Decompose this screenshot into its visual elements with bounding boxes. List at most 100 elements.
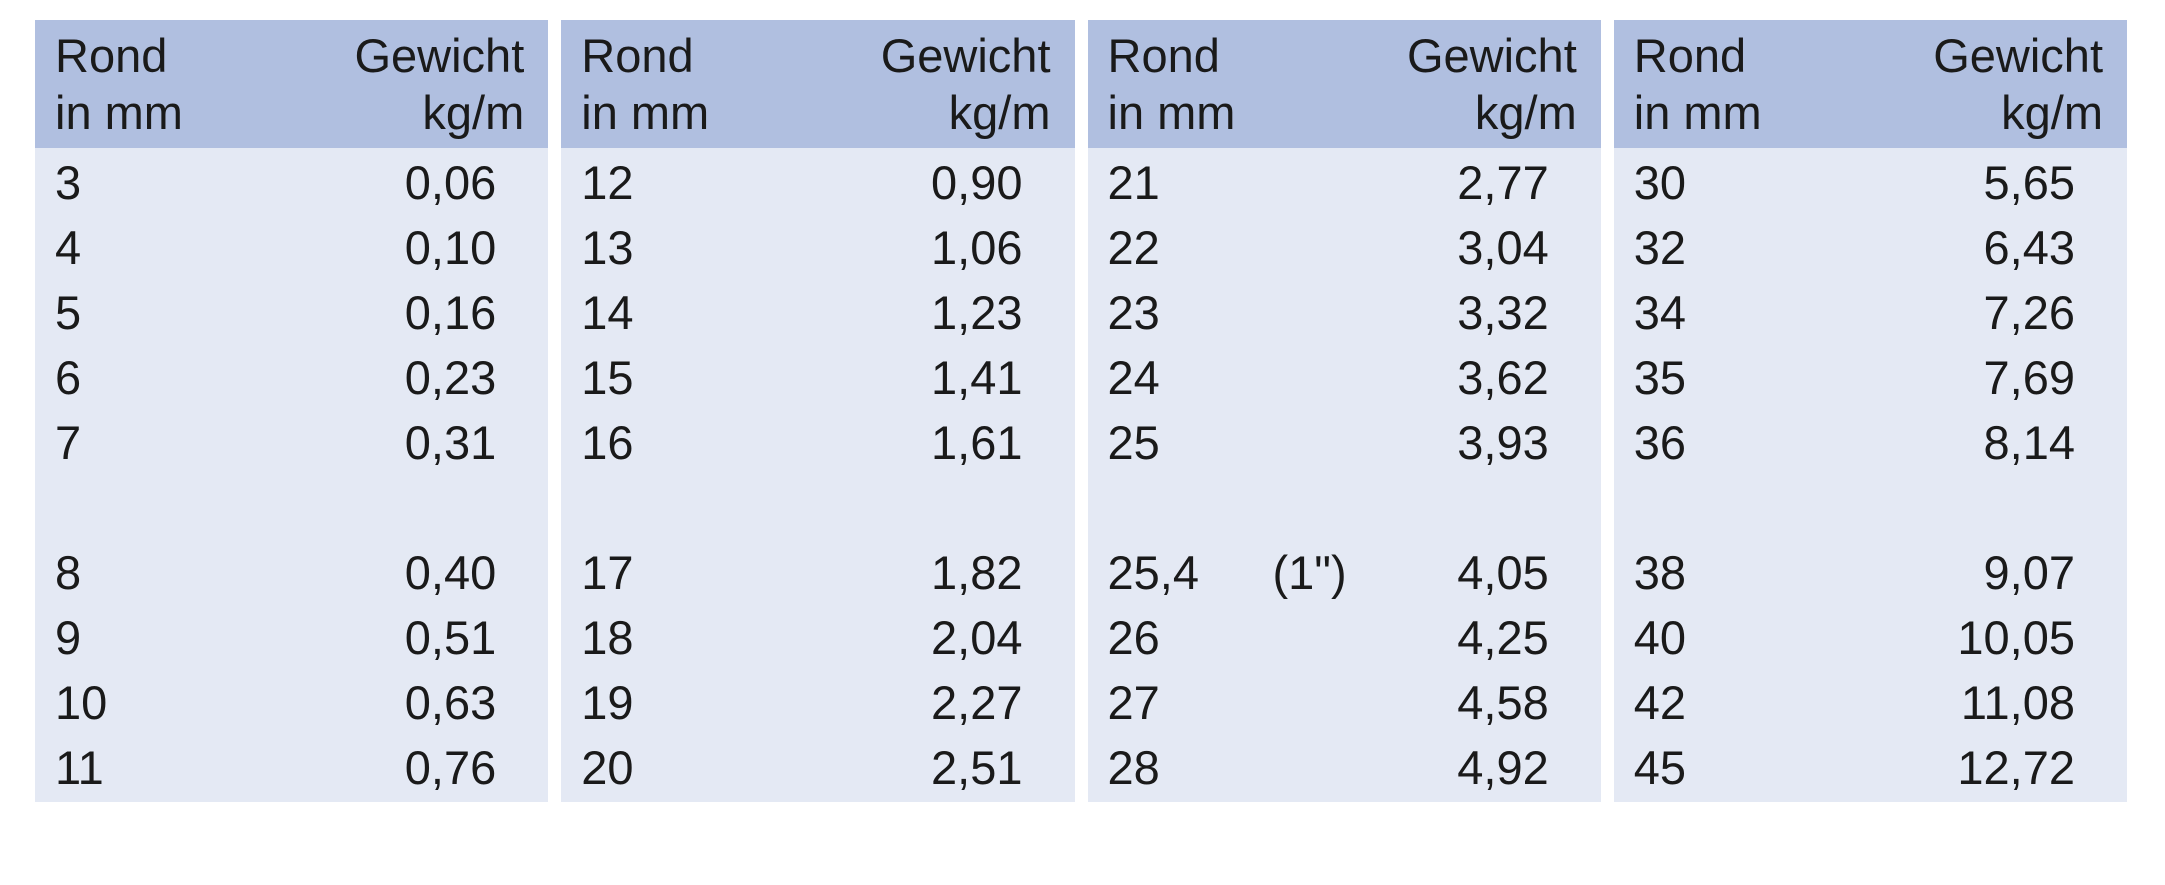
rond-value: 26	[1107, 611, 1160, 664]
gewicht-value: 4,92	[1457, 741, 1549, 794]
table-row: 11 0,76	[35, 735, 548, 800]
gewicht-value: 3,32	[1457, 286, 1549, 339]
rond-value: 35	[1633, 351, 1687, 404]
table-header: Rond in mm Gewicht kg/m	[35, 20, 549, 148]
header-rond: Rond in mm	[1614, 27, 1762, 141]
table-column-group-4: Rond in mm Gewicht kg/m 30 5,65 32 6,43 34 7,…	[1613, 20, 2127, 802]
rond-value: 6	[55, 351, 82, 404]
round-bar-weight-table: Rond in mm Gewicht kg/m 3 0,06 4 0,10 5 0,16 6…	[35, 20, 2127, 802]
header-rond-line1: Rond	[581, 29, 694, 82]
rond-value: 38	[1633, 546, 1687, 599]
table-row: 4 0,10	[35, 215, 548, 280]
rond-value: 32	[1633, 221, 1687, 274]
gewicht-value: 0,76	[404, 741, 497, 794]
gewicht-value: 2,51	[931, 741, 1023, 794]
gewicht-value: 0,63	[404, 676, 497, 729]
gewicht-value: 2,77	[1457, 156, 1549, 209]
gewicht-value: 1,23	[931, 286, 1023, 339]
rond-value: 23	[1107, 286, 1160, 339]
table-row: 18 2,04	[561, 605, 1074, 670]
table-row: 14 1,23	[561, 280, 1074, 345]
rond-value: 22	[1107, 221, 1160, 274]
table-row: 13 1,06	[561, 215, 1074, 280]
header-gewicht-line2: kg/m	[422, 86, 525, 139]
gewicht-value: 0,06	[404, 156, 497, 209]
header-rond-line1: Rond	[1633, 29, 1747, 82]
rond-value: 27	[1107, 676, 1160, 729]
header-gewicht: Gewicht kg/m	[1407, 27, 1601, 141]
rond-value: 17	[581, 546, 634, 599]
rond-value: 21	[1107, 156, 1160, 209]
rond-value: 45	[1633, 741, 1687, 794]
table-row: 8 0,40	[35, 540, 548, 605]
rond-value: 19	[581, 676, 634, 729]
table-body: 3 0,06 4 0,10 5 0,16 6 0,23 7 0,31 8 0,40 9 0,51 10 0,6…	[35, 148, 549, 802]
table-spacer-row	[1614, 475, 2127, 540]
table-row: 6 0,23	[35, 345, 548, 410]
rond-value: 30	[1633, 156, 1687, 209]
rond-value: 5	[55, 286, 82, 339]
table-header: Rond in mm Gewicht kg/m	[1613, 20, 2127, 148]
gewicht-value: 12,72	[1957, 741, 2075, 794]
table-row: 5 0,16	[35, 280, 548, 345]
header-gewicht-line2: kg/m	[2001, 86, 2103, 139]
table-spacer-row	[1088, 475, 1601, 540]
header-gewicht: Gewicht kg/m	[881, 27, 1075, 141]
table-header: Rond in mm Gewicht kg/m	[561, 20, 1075, 148]
rond-value: 3	[55, 156, 82, 209]
rond-value: 36	[1633, 416, 1687, 469]
header-rond-line2: in mm	[1633, 86, 1762, 139]
table-body: 30 5,65 32 6,43 34 7,26 35 7,69 36 8,14 38 9,07 40 10…	[1613, 148, 2127, 802]
gewicht-value: 8,14	[1983, 416, 2075, 469]
header-gewicht-line1: Gewicht	[880, 29, 1051, 82]
table-row: 28 4,92	[1088, 735, 1601, 800]
table-row: 25,4 (1") 4,05	[1088, 540, 1601, 605]
gewicht-value: 0,16	[404, 286, 497, 339]
table-row: 20 2,51	[561, 735, 1074, 800]
table-body: 21 2,77 22 3,04 23 3,32 24 3,62 25 3,93 25,4 (1") 4,…	[1087, 148, 1601, 802]
header-rond-line2: in mm	[581, 86, 710, 139]
rond-value: 11	[55, 741, 104, 794]
table-row: 45 12,72	[1614, 735, 2127, 800]
header-rond: Rond in mm	[561, 27, 709, 141]
gewicht-value: 0,10	[404, 221, 497, 274]
table-row: 21 2,77	[1088, 150, 1601, 215]
gewicht-value: 4,58	[1457, 676, 1549, 729]
gewicht-value: 0,90	[931, 156, 1023, 209]
gewicht-value: 7,69	[1983, 351, 2075, 404]
header-gewicht-line1: Gewicht	[354, 29, 525, 82]
rond-value: 16	[581, 416, 634, 469]
table-column-group-2: Rond in mm Gewicht kg/m 12 0,90 13 1,06 14 1,…	[561, 20, 1075, 802]
table-column-group-3: Rond in mm Gewicht kg/m 21 2,77 22 3,04 23 3,…	[1087, 20, 1601, 802]
gewicht-value: 3,93	[1457, 416, 1549, 469]
table-header: Rond in mm Gewicht kg/m	[1087, 20, 1601, 148]
table-row: 38 9,07	[1614, 540, 2127, 605]
gewicht-value: 0,31	[404, 416, 497, 469]
gewicht-value: 2,04	[931, 611, 1023, 664]
header-rond-line1: Rond	[1107, 29, 1220, 82]
rond-value: 24	[1107, 351, 1160, 404]
table-row: 34 7,26	[1614, 280, 2127, 345]
table-column-group-1: Rond in mm Gewicht kg/m 3 0,06 4 0,10 5 0,16 6…	[35, 20, 549, 802]
table-row: 16 1,61	[561, 410, 1074, 475]
table-row: 23 3,32	[1088, 280, 1601, 345]
rond-value: 15	[581, 351, 634, 404]
gewicht-value: 6,43	[1983, 221, 2075, 274]
header-gewicht: Gewicht kg/m	[1933, 27, 2127, 141]
header-gewicht: Gewicht kg/m	[354, 27, 548, 141]
gewicht-value: 10,05	[1957, 611, 2075, 664]
rond-value: 7	[55, 416, 82, 469]
table-row: 9 0,51	[35, 605, 548, 670]
header-gewicht-line1: Gewicht	[1406, 29, 1577, 82]
table-row: 36 8,14	[1614, 410, 2127, 475]
gewicht-value: 0,40	[404, 546, 497, 599]
inch-note: (1")	[1272, 546, 1347, 599]
rond-value: 28	[1107, 741, 1160, 794]
table-spacer-row	[35, 475, 548, 540]
header-rond-line1: Rond	[55, 29, 168, 82]
rond-value: 13	[581, 221, 634, 274]
gewicht-value: 2,27	[931, 676, 1023, 729]
gewicht-value: 9,07	[1983, 546, 2075, 599]
rond-value: 20	[581, 741, 634, 794]
header-rond: Rond in mm	[35, 27, 183, 141]
